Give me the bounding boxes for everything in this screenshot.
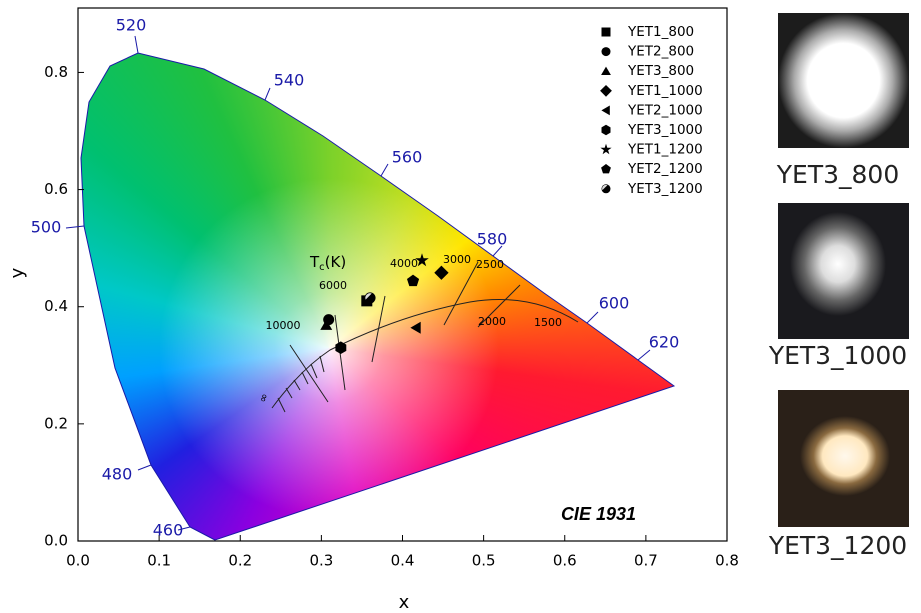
data-point <box>407 274 420 287</box>
data-point <box>415 253 429 267</box>
planckian-locus <box>271 299 579 409</box>
cct-subscript: c <box>319 262 325 273</box>
cct-label: 2000 <box>478 315 506 328</box>
cct-label: 2500 <box>476 258 504 271</box>
photo <box>778 13 909 148</box>
legend-marker <box>601 27 611 37</box>
wavelength-label: 460 <box>153 521 184 540</box>
y-axis-label: y <box>7 267 28 278</box>
legend-marker <box>601 184 611 194</box>
y-tick-label: 0.2 <box>44 414 68 432</box>
legend-marker <box>601 164 611 174</box>
wavelength-label: 540 <box>274 71 305 90</box>
wavelength-label: 620 <box>649 333 680 352</box>
wavelength-ticks <box>65 35 651 531</box>
wavelength-label: 500 <box>31 218 62 237</box>
x-tick-label: 0.0 <box>66 552 90 570</box>
wavelength-label: 480 <box>102 465 133 484</box>
legend-marker <box>600 143 612 155</box>
x-tick-label: 0.7 <box>634 552 658 570</box>
legend-label: YET2_800 <box>627 44 694 60</box>
y-tick-label: 0.4 <box>44 297 68 315</box>
photo-glow <box>790 212 886 316</box>
wavelength-label: 520 <box>116 16 147 35</box>
wavelength-label: 600 <box>599 294 630 313</box>
legend-marker <box>601 66 611 75</box>
x-tick-label: 0.1 <box>147 552 171 570</box>
annotation: CIE 1931 <box>561 504 636 524</box>
legend-marker <box>600 85 612 97</box>
marker-highlight <box>365 293 372 300</box>
x-tick-label: 0.4 <box>391 552 415 570</box>
cct-label: 10000 <box>266 319 301 332</box>
legend-label: YET2_1200 <box>627 161 703 177</box>
cct-symbol: T <box>309 253 320 271</box>
wavelength-label: 580 <box>477 230 508 249</box>
legend-marker <box>601 47 611 57</box>
legend-label: YET1_800 <box>627 24 694 40</box>
cct-label: 3000 <box>443 253 471 266</box>
legend-label: YET1_1000 <box>627 83 703 99</box>
photo-glow <box>800 416 890 496</box>
legend-label: YET1_1200 <box>627 142 703 158</box>
cct-label: ∞ <box>256 391 271 404</box>
x-tick-label: 0.8 <box>715 552 739 570</box>
x-tick-label: 0.2 <box>228 552 252 570</box>
x-tick-label: 0.6 <box>553 552 577 570</box>
spectral-locus <box>80 52 676 541</box>
data-point <box>434 265 449 280</box>
legend-label: YET3_1000 <box>627 122 703 138</box>
legend-marker <box>601 105 610 116</box>
y-tick-label: 0.6 <box>44 180 68 198</box>
cct-label: 6000 <box>319 279 347 292</box>
photo-caption: YET3_1200 <box>768 531 907 560</box>
cct-label: Tc(K) <box>309 253 346 274</box>
isotherms <box>277 261 521 413</box>
x-tick-label: 0.5 <box>472 552 496 570</box>
cct-unit: (K) <box>325 253 347 271</box>
legend-label: YET2_1000 <box>627 102 703 118</box>
x-axis-label: x <box>399 592 410 613</box>
data-point <box>335 341 347 354</box>
y-tick-label: 0.8 <box>44 63 68 81</box>
data-point <box>364 292 376 304</box>
photo-caption: YET3_1000 <box>768 341 907 370</box>
legend-marker <box>601 124 611 136</box>
y-tick-label: 0.0 <box>44 532 68 550</box>
cct-label: 1500 <box>534 316 562 329</box>
x-tick-label: 0.3 <box>309 552 333 570</box>
marker-highlight <box>602 184 608 191</box>
data-point <box>410 321 421 334</box>
cct-label: 4000 <box>390 257 418 270</box>
legend-label: YET3_1200 <box>627 181 703 197</box>
legend-label: YET3_800 <box>627 63 694 79</box>
data-point <box>320 319 333 330</box>
photo-caption: YET3_800 <box>776 160 899 189</box>
wavelength-label: 560 <box>392 148 423 167</box>
